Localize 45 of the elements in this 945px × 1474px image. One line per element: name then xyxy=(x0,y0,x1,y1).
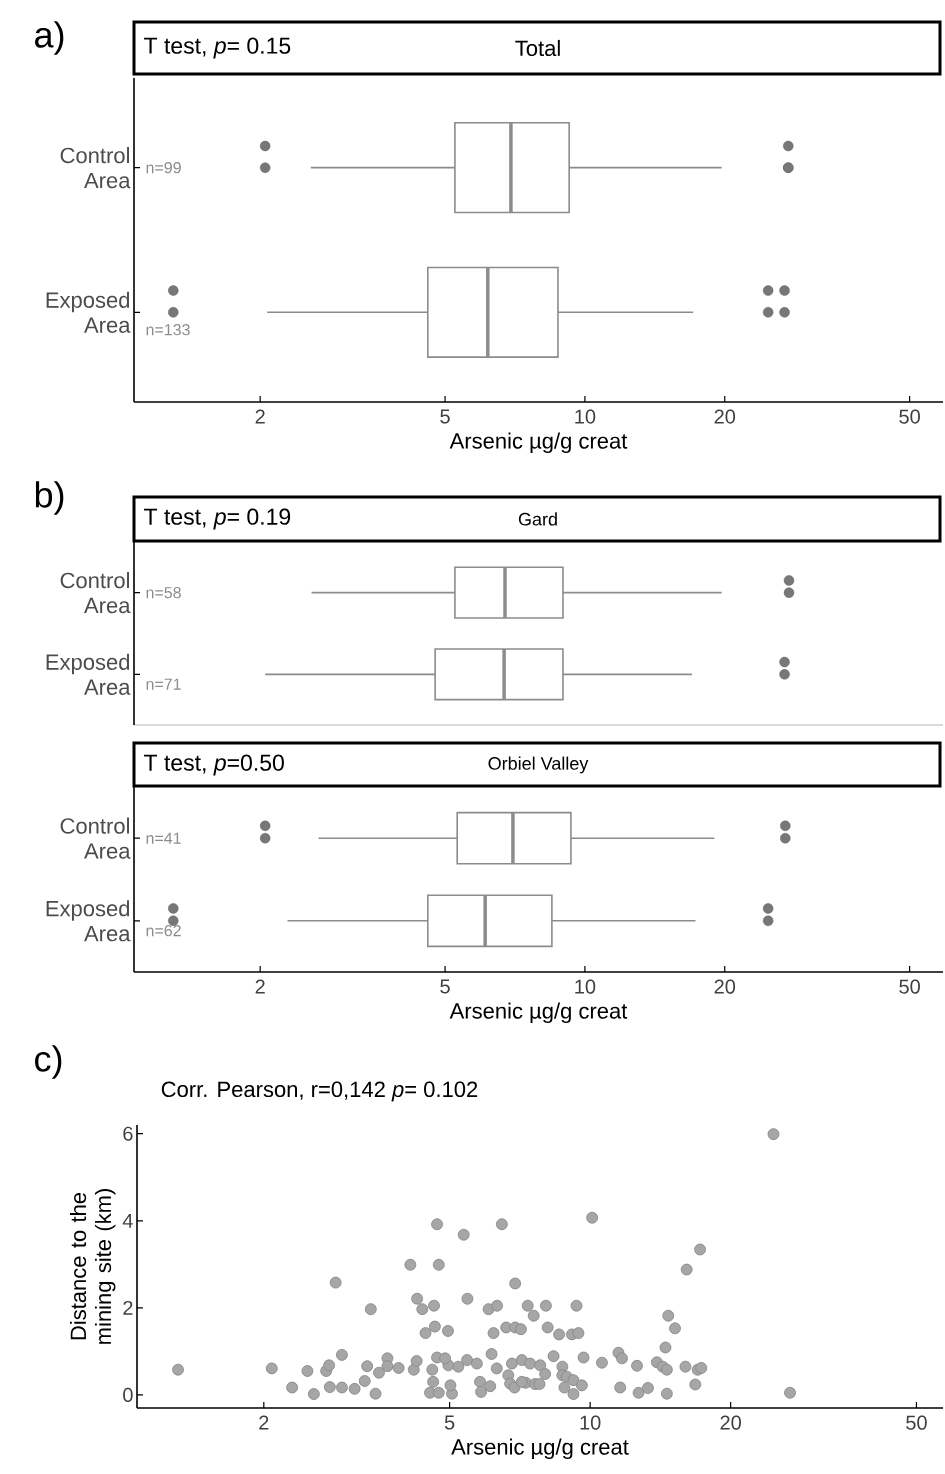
y-tick-label: Control Area xyxy=(60,147,131,189)
y-axis-title: Distance to the mining site (km) xyxy=(69,1189,116,1344)
annotation: n=71 xyxy=(146,678,181,690)
annotation: n=99 xyxy=(146,162,181,174)
x-tick-label: 10 xyxy=(575,979,596,994)
x-tick-label: 50 xyxy=(906,1415,927,1430)
y-tick-label: 4 xyxy=(122,1213,133,1228)
x-tick-label: 10 xyxy=(575,409,596,424)
y-tick-label: Control Area xyxy=(60,817,131,859)
y-tick-label: 6 xyxy=(123,1126,133,1141)
x-tick-label: 5 xyxy=(440,979,450,994)
x-tick-label: 2 xyxy=(255,409,265,424)
x-tick-label: 20 xyxy=(714,409,736,424)
text: T test, p= 0.19 xyxy=(144,508,291,530)
x-tick-label: 5 xyxy=(444,1415,455,1430)
y-tick-label: Exposed Area xyxy=(46,291,131,333)
y-tick-label: Exposed Area xyxy=(46,653,131,695)
chart-title: Gard xyxy=(518,512,557,526)
x-axis-title: Arsenic µg/g creat xyxy=(449,1002,628,1024)
x-axis-title: Arsenic µg/g creat xyxy=(449,432,628,454)
text: T test, p=0.50 xyxy=(144,754,284,776)
annotation: n=58 xyxy=(146,586,181,599)
x-tick-label: 2 xyxy=(259,1415,269,1430)
x-tick-label: 20 xyxy=(714,979,736,994)
x-tick-label: 2 xyxy=(255,979,265,994)
x-tick-label: 50 xyxy=(899,979,920,994)
y-tick-label: 0 xyxy=(123,1387,133,1403)
x-tick-label: 10 xyxy=(580,1415,601,1430)
annotation: n=62 xyxy=(146,925,181,937)
x-axis-title: Arsenic µg/g creat xyxy=(451,1438,629,1460)
text: a) xyxy=(35,21,64,55)
chart-title: Total xyxy=(515,39,560,57)
y-tick-label: Control Area xyxy=(60,572,131,614)
x-tick-label: 5 xyxy=(440,409,450,424)
chart-title: Orbiel Valley xyxy=(488,756,589,774)
x-tick-label: 20 xyxy=(720,1415,741,1430)
x-tick-label: 50 xyxy=(899,409,920,424)
chart-title: Corr. Pearson, r=0,142 p= 0.102 xyxy=(161,1081,478,1102)
y-tick-label: Exposed Area xyxy=(46,900,131,942)
y-tick-label: 2 xyxy=(123,1300,133,1315)
annotation: n=41 xyxy=(146,832,181,844)
text: T test, p= 0.15 xyxy=(144,37,291,59)
annotation: n=133 xyxy=(146,324,190,336)
text: b) xyxy=(35,481,64,515)
text: c) xyxy=(35,1045,62,1079)
